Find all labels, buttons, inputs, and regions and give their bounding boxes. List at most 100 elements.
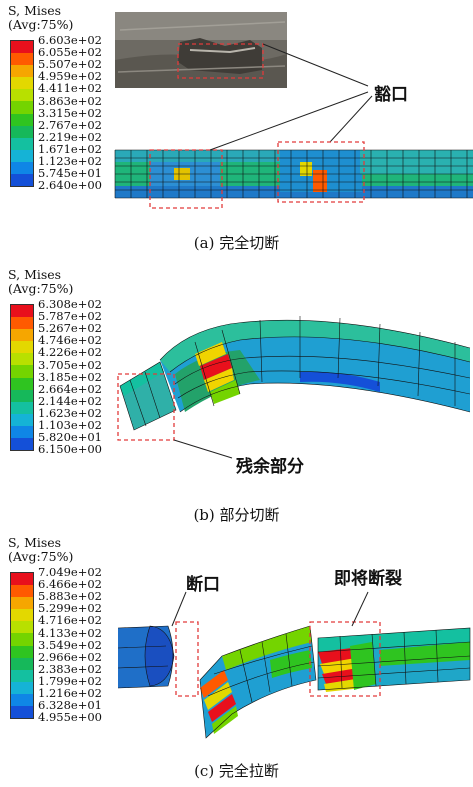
legend-value: 7.049e+02 [38, 565, 102, 579]
legend-subtitle: (Avg:75%) [8, 17, 74, 32]
legend-value: 3.549e+02 [38, 637, 102, 652]
fe-mesh-c [117, 625, 471, 739]
legend-value: 4.411e+02 [38, 81, 102, 96]
legend-value: 5.787e+02 [38, 309, 102, 324]
legend-value: 1.799e+02 [38, 673, 102, 688]
legend-body: 7.049e+02 6.466e+02 5.883e+02 5.299e+02 4.71… [8, 566, 102, 727]
callout-fracture: 断口 [186, 575, 220, 595]
legend-value: 5.299e+02 [38, 601, 102, 616]
leader-line [351, 591, 369, 627]
legend-color-band [11, 621, 33, 634]
leader-line [171, 591, 187, 627]
legend-title: S, Mises [8, 3, 62, 18]
legend-color-band [11, 633, 33, 646]
legend-value: 1.671e+02 [38, 141, 102, 156]
legend-color-band [11, 377, 33, 390]
legend-value: 6.603e+02 [38, 33, 102, 47]
notch-photo-highlight [177, 43, 264, 79]
fracture-highlight [175, 621, 199, 697]
legend-color-band [11, 137, 33, 150]
notch-highlight-right [277, 141, 365, 203]
callout-residual: 残余部分 [236, 457, 304, 477]
legend-value: 3.705e+02 [38, 357, 102, 372]
legend-color-band [11, 585, 33, 598]
legend-color-band [11, 77, 33, 90]
legend-value: 1.623e+02 [38, 405, 102, 420]
panel-b-figure [117, 316, 471, 459]
legend-color-band [11, 89, 33, 102]
notch-photo [115, 12, 287, 88]
legend-value: 4.133e+02 [38, 625, 102, 640]
legend-value: 2.144e+02 [38, 393, 102, 408]
legend-color-bar [10, 572, 34, 720]
panel-c-figure [117, 591, 471, 739]
legend-color-bar [10, 40, 34, 188]
legend-color-band [11, 101, 33, 114]
legend-color-band [11, 609, 33, 622]
legend-color-band [11, 597, 33, 610]
legend-color-band [11, 401, 33, 414]
legend-color-band [11, 149, 33, 162]
legend-color-band [11, 365, 33, 378]
legend-color-band [11, 353, 33, 366]
legend-value: 4.746e+02 [38, 333, 102, 348]
legend-a: S, Mises (Avg:75%) 6.603e+02 6.055e+02 5.5… [8, 3, 102, 195]
legend-value: 6.328e+01 [38, 698, 102, 713]
legend-color-band [11, 425, 33, 439]
legend-value: 6.055e+02 [38, 45, 102, 60]
legend-subtitle: (Avg:75%) [8, 549, 74, 564]
legend-color-band [11, 329, 33, 342]
legend-value: 4.716e+02 [38, 613, 102, 628]
caption-c: (c) 完全拉断 [194, 762, 279, 780]
legend-value: 4.959e+02 [38, 69, 102, 84]
legend-c: S, Mises (Avg:75%) 7.049e+02 6.466e+02 5.8… [8, 535, 102, 727]
legend-value: 3.863e+02 [38, 93, 102, 108]
legend-color-band [11, 657, 33, 670]
legend-subtitle: (Avg:75%) [8, 281, 74, 296]
legend-color-band [11, 706, 33, 719]
leader-line [329, 95, 373, 143]
caption-b: (b) 部分切断 [193, 506, 280, 524]
legend-color-band [11, 125, 33, 138]
legend-value: 5.745e+01 [38, 166, 102, 181]
legend-value: 2.767e+02 [38, 117, 102, 132]
legend-color-band [11, 113, 33, 126]
panel-c: S, Mises (Avg:75%) 7.049e+02 6.466e+02 5.8… [0, 530, 473, 787]
legend-body: 6.603e+02 6.055e+02 5.507e+02 4.959e+02 4.41… [8, 34, 102, 195]
legend-value: 1.123e+02 [38, 154, 102, 168]
legend-color-band [11, 53, 33, 66]
callout-notch: 豁口 [374, 85, 408, 105]
legend-color-band [11, 438, 33, 451]
leader-line [262, 43, 369, 87]
legend-color-band [11, 161, 33, 175]
legend-color-band [11, 573, 33, 586]
panel-a: S, Mises (Avg:75%) 6.603e+02 6.055e+02 5.5… [0, 0, 473, 262]
legend-color-band [11, 413, 33, 426]
legend-body: 6.308e+02 5.787e+02 5.267e+02 4.746e+02 4.22… [8, 298, 102, 459]
fe-mesh-b [119, 316, 471, 431]
callout-imminent-fracture: 即将断裂 [334, 569, 402, 589]
legend-value: 3.315e+02 [38, 105, 102, 120]
legend-color-band [11, 41, 33, 54]
legend-value: 2.966e+02 [38, 649, 102, 664]
legend-title: S, Mises [8, 267, 62, 282]
imminent-fracture-highlight [309, 621, 381, 697]
legend-color-band [11, 693, 33, 707]
leader-line [173, 439, 233, 459]
legend-value: 5.820e+01 [38, 430, 102, 445]
panel-b: S, Mises (Avg:75%) 6.308e+02 5.787e+02 5.2… [0, 262, 473, 530]
legend-value: 1.216e+02 [38, 686, 102, 700]
legend-value: 4.226e+02 [38, 345, 102, 360]
legend-value: 6.150e+00 [38, 442, 102, 457]
legend-value: 2.640e+00 [38, 178, 102, 193]
residual-highlight [117, 373, 175, 441]
legend-value: 2.664e+02 [38, 381, 102, 396]
legend-color-band [11, 65, 33, 78]
fe-pipe-model-b [120, 320, 470, 430]
legend-color-band [11, 317, 33, 330]
legend-title: S, Mises [8, 535, 62, 550]
fe-pipe-model-c [118, 626, 470, 738]
legend-color-band [11, 389, 33, 402]
caption-a: (a) 完全切断 [193, 234, 280, 252]
legend-value: 1.103e+02 [38, 418, 102, 432]
